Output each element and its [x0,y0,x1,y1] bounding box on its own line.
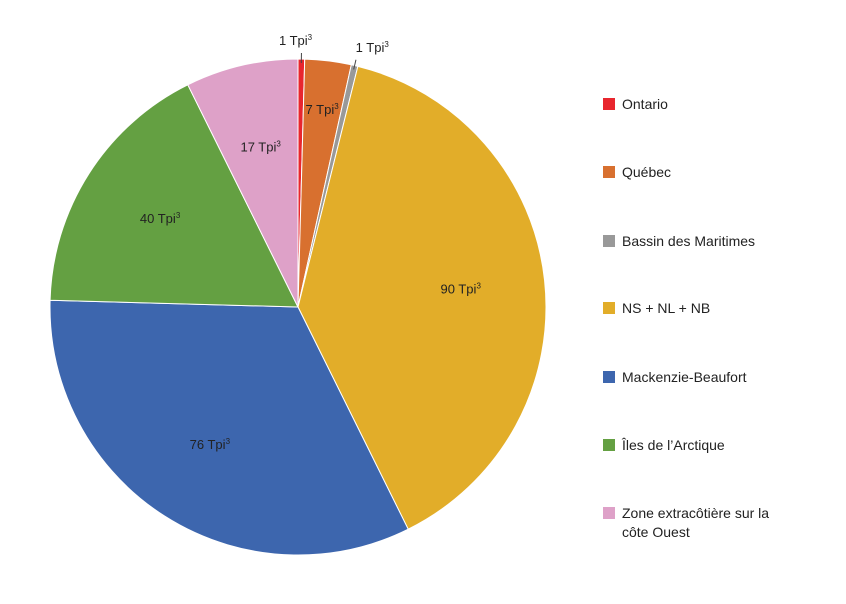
legend-item-3: Bassin des Maritimes [603,232,792,251]
legend-item-6: Îles de l’Arctique [603,436,792,455]
legend-swatch [603,235,615,247]
legend-label: Zone extracôtière sur la côte Ouest [622,505,770,540]
legend-swatch [603,507,615,519]
slice-label-6: 40 Tpi3 [140,211,181,226]
legend-swatch [603,302,615,314]
legend-swatch [603,166,615,178]
legend-label: Îles de l’Arctique [622,437,725,453]
legend-item-2: Québec [603,163,792,182]
pie-slice-5 [49,299,409,556]
legend-item-1: Ontario [603,95,792,114]
pie-slice-7 [187,58,299,308]
leader-line-3 [353,59,357,70]
legend-label: Mackenzie-Beaufort [622,369,747,385]
legend-item-4: NS + NL + NB [603,299,792,318]
slice-label-2: 7 Tpi3 [306,102,340,117]
slice-label-3: 1 Tpi3 [356,40,390,55]
legend-item-5: Mackenzie-Beaufort [603,368,792,387]
legend-swatch [603,371,615,383]
legend-label: Québec [622,164,672,180]
legend-label: NS + NL + NB [622,300,711,316]
legend-label: Bassin des Maritimes [622,233,756,249]
slice-label-5: 76 Tpi3 [190,437,231,452]
legend-item-7: Zone extracôtière sur la côte Ouest [603,504,792,542]
pie-slice-6 [49,84,299,308]
slice-label-1: 1 Tpi3 [279,33,313,48]
pie-slice-4 [297,65,547,530]
slice-label-4: 90 Tpi3 [441,281,482,296]
slice-label-7: 17 Tpi3 [240,140,281,155]
legend-label: Ontario [622,96,668,112]
legend-swatch [603,98,615,110]
legend-swatch [603,439,615,451]
